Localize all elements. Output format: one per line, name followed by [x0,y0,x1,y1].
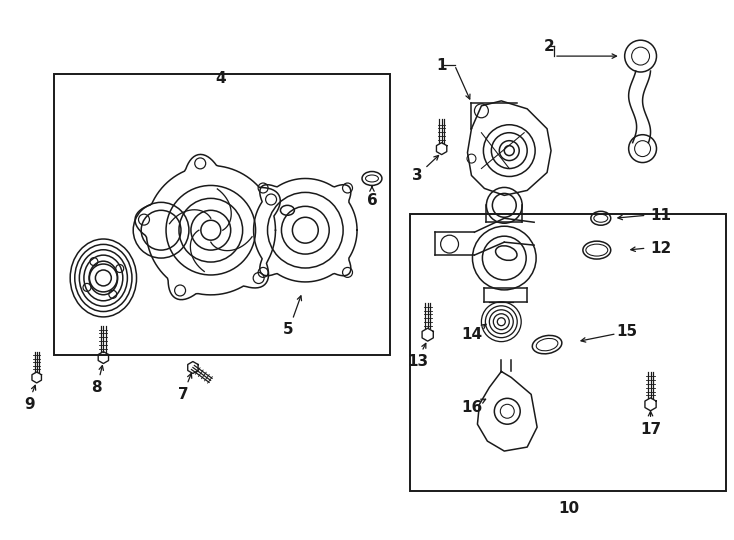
Text: 2: 2 [544,39,554,53]
Text: 1: 1 [437,58,447,72]
Text: 14: 14 [461,327,482,342]
Text: 13: 13 [407,354,429,369]
Text: 6: 6 [366,193,377,208]
Text: 16: 16 [461,400,482,415]
Text: 11: 11 [650,208,671,223]
Text: 4: 4 [216,71,226,86]
Text: 9: 9 [24,397,35,412]
Text: 12: 12 [650,241,671,255]
Text: 17: 17 [640,422,661,437]
Bar [410,214,726,491]
Text: 7: 7 [178,387,188,402]
Text: 10: 10 [559,501,580,516]
Text: 8: 8 [91,380,102,395]
Text: 15: 15 [616,324,637,339]
Text: 3: 3 [413,168,423,183]
Text: 5: 5 [283,322,294,337]
Bar [54,74,390,355]
